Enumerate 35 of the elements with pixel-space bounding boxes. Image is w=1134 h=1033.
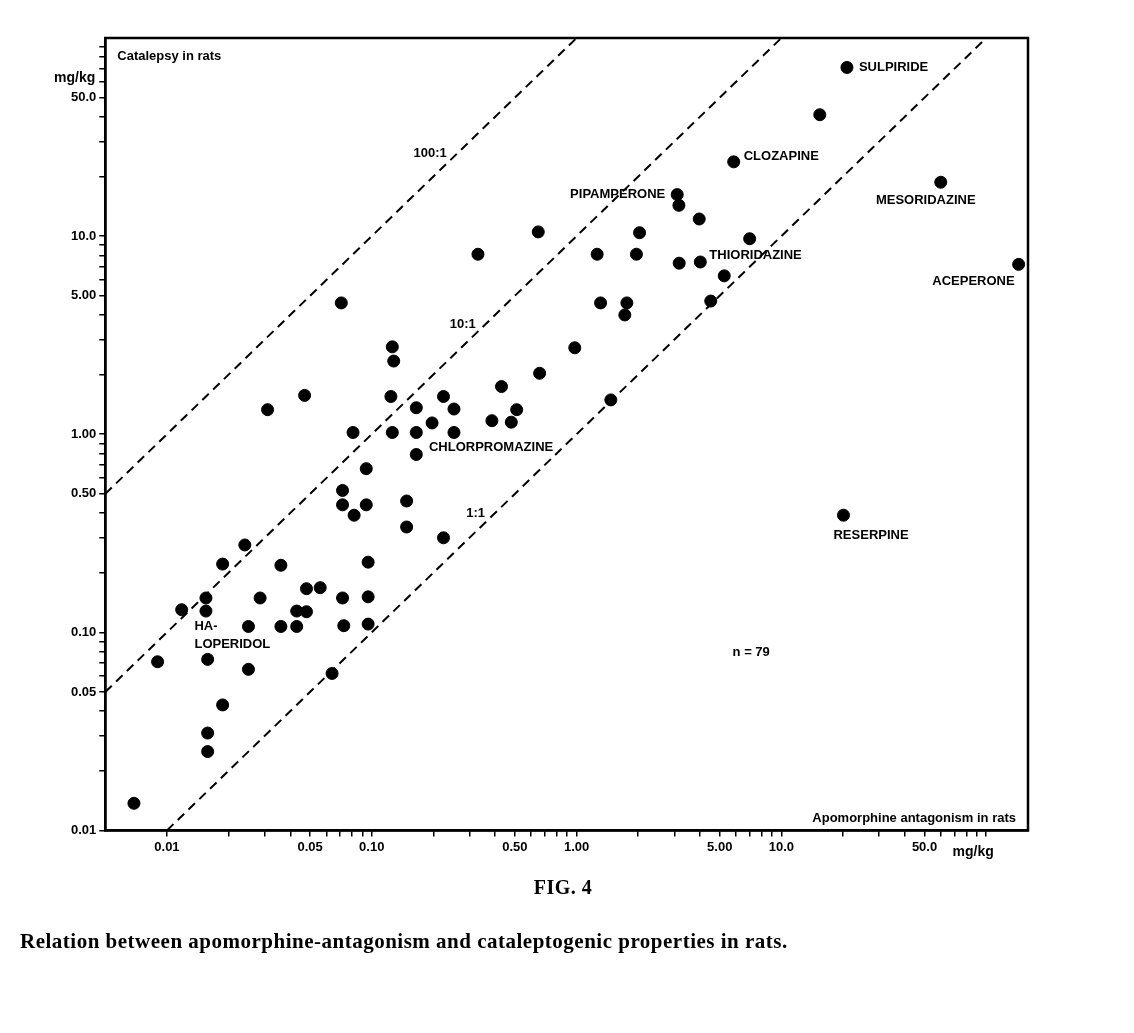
y-tick-label: 0.01 xyxy=(70,821,97,837)
y-tick-label: 10.0 xyxy=(70,227,97,243)
annotation: MESORIDAZINE xyxy=(875,191,976,207)
annotation: 100:1 xyxy=(413,145,447,161)
annotation: 10:1 xyxy=(449,315,476,331)
annotation: RESERPINE xyxy=(833,526,909,542)
x-tick-label: 1.00 xyxy=(563,838,590,854)
y-tick-label: 0.50 xyxy=(70,485,97,501)
caption: FIG. 4 xyxy=(532,876,594,899)
x-tick-label: 0.01 xyxy=(154,838,180,854)
y-tick-label: 1.00 xyxy=(70,425,97,441)
x-tick-label: 5.00 xyxy=(707,838,733,854)
annotation: Catalepsy in rats xyxy=(117,47,222,63)
annotation: SULPIRIDE xyxy=(858,59,929,75)
y-tick-label: 0.05 xyxy=(70,683,97,699)
annotation: Apomorphine antagonism in rats xyxy=(812,809,1016,825)
annotation: THIORIDAZINE xyxy=(709,246,803,262)
annotation: 1:1 xyxy=(466,504,486,520)
y-axis-title: mg/kg xyxy=(54,69,96,86)
x-axis-title: mg/kg xyxy=(952,843,994,860)
y-tick-label: 0.10 xyxy=(70,623,97,639)
annotation: PIPAMPERONE xyxy=(570,186,666,202)
x-tick-label: 50.0 xyxy=(911,838,938,854)
x-tick-label: 0.10 xyxy=(359,838,385,854)
annotation: ACEPERONE xyxy=(932,272,1015,288)
x-tick-label: 0.05 xyxy=(297,838,323,854)
annotation: HA- LOPERIDOL xyxy=(194,618,271,652)
y-tick-label: 50.0 xyxy=(70,89,97,105)
x-tick-label: 10.0 xyxy=(768,838,795,854)
y-tick-label: 5.00 xyxy=(70,287,97,303)
annotation: n = 79 xyxy=(732,643,770,659)
annotation: CLOZAPINE xyxy=(743,148,820,164)
annotation: CHLORPROMAZINE xyxy=(428,439,554,455)
text: Relation between apomorphine-antagonism and cataleptogenic properties in rats. xyxy=(20,929,789,954)
x-tick-label: 0.50 xyxy=(502,838,528,854)
